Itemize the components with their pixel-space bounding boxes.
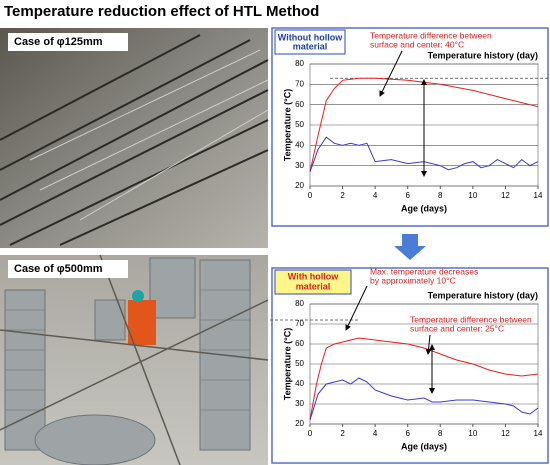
chart-label: With hollow (288, 271, 339, 281)
y-tick-label: 20 (295, 181, 304, 190)
chart-header: Temperature history (day) (428, 50, 538, 60)
x-tick-label: 12 (501, 429, 510, 438)
x-tick-label: 2 (340, 429, 345, 438)
photo (0, 254, 269, 465)
x-tick-label: 10 (468, 191, 477, 200)
y-tick-label: 30 (295, 399, 304, 408)
x-axis-label: Age (days) (401, 441, 447, 451)
annotation: Temperature difference between (370, 30, 492, 40)
label-box (274, 29, 346, 55)
x-tick-label: 8 (438, 191, 443, 200)
y-tick-label: 70 (295, 79, 304, 88)
x-tick-label: 14 (534, 191, 543, 200)
down-arrow (394, 234, 426, 260)
series-line (309, 136, 539, 172)
annotation: Temperature difference between (410, 314, 532, 324)
x-axis-label: Age (days) (401, 203, 447, 213)
y-tick-label: 40 (295, 379, 304, 388)
x-tick-label: 10 (468, 429, 477, 438)
y-tick-label: 30 (295, 161, 304, 170)
chart-header: Temperature history (day) (428, 290, 538, 300)
caption-box (8, 33, 128, 51)
chart-label: material (293, 41, 328, 51)
series-line (309, 337, 539, 421)
chart-label: Without hollow (278, 32, 343, 42)
annotation: surface and center: 25°C (410, 323, 504, 333)
y-tick-label: 60 (295, 100, 304, 109)
y-tick-label: 80 (295, 299, 304, 308)
x-tick-label: 0 (308, 191, 313, 200)
annotation: surface and center: 40°C (370, 39, 464, 49)
x-tick-label: 6 (405, 429, 410, 438)
annotation: Max. temperature decreases (370, 266, 478, 276)
y-tick-label: 50 (295, 359, 304, 368)
chart-label: material (296, 281, 331, 291)
pointer (379, 50, 403, 97)
y-tick-label: 50 (295, 120, 304, 129)
series-line (309, 77, 539, 172)
y-axis-label: Temperature (°C) (282, 328, 292, 400)
x-tick-label: 14 (534, 429, 543, 438)
y-tick-label: 70 (295, 319, 304, 328)
x-tick-label: 12 (501, 191, 510, 200)
y-tick-label: 40 (295, 140, 304, 149)
x-tick-label: 2 (340, 191, 345, 200)
x-tick-label: 0 (308, 429, 313, 438)
series-line (309, 377, 539, 421)
x-tick-label: 4 (373, 429, 378, 438)
photo-caption: Case of φ500mm (14, 263, 103, 275)
y-tick-label: 60 (295, 339, 304, 348)
x-tick-label: 8 (438, 429, 443, 438)
x-tick-label: 4 (373, 191, 378, 200)
label-box (274, 269, 352, 295)
annotation: by approximately 10°C (370, 275, 456, 285)
page-title: Temperature reduction effect of HTL Meth… (4, 3, 319, 20)
pointer (345, 285, 368, 331)
x-tick-label: 6 (405, 191, 410, 200)
caption-box (8, 260, 128, 278)
y-tick-label: 20 (295, 419, 304, 428)
photo (0, 28, 269, 248)
y-axis-label: Temperature (°C) (282, 89, 292, 161)
photo-caption: Case of φ125mm (14, 36, 103, 48)
y-tick-label: 80 (295, 59, 304, 68)
